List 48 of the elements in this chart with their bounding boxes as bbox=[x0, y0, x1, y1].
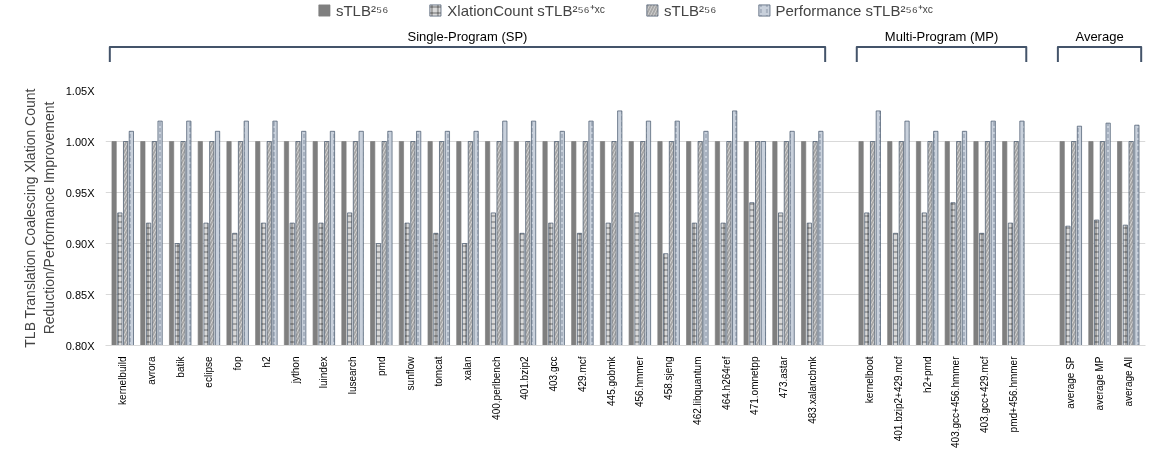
x-tick-label: 462.libquantum bbox=[691, 356, 703, 425]
y-tick-label: 0.80X bbox=[65, 339, 96, 352]
legend-label: XlationCount sTLB²⁵⁶⁺ˣᶜ bbox=[447, 1, 606, 20]
x-tick-label: average MP bbox=[1094, 356, 1106, 411]
x-tick-label: 429.mcf bbox=[576, 356, 588, 393]
x-tick-label: xalan bbox=[461, 356, 473, 381]
x-tick-label: luindex bbox=[318, 356, 330, 389]
y-tick-label: 1.00X bbox=[65, 135, 96, 148]
x-tick-label: 464.h264ref bbox=[720, 356, 732, 410]
x-tick-label: eclipse bbox=[203, 356, 215, 388]
x-tick-label: kernelbuild bbox=[117, 356, 129, 405]
x-tick-label: 403.gcc+429.mcf bbox=[979, 356, 991, 433]
legend-label: sTLB²⁵⁶ bbox=[335, 1, 389, 19]
y-tick-label: 1.05X bbox=[65, 84, 96, 97]
x-tick-label: sunflow bbox=[404, 355, 416, 391]
x-tick-label: 403.gcc+456.hmmer bbox=[950, 355, 962, 448]
x-tick-label: 401.bzip2 bbox=[519, 356, 531, 400]
x-tick-label: average SP bbox=[1065, 356, 1077, 409]
y-tick-label: 0.85X bbox=[65, 288, 96, 301]
x-tick-label: 471.omnetpp bbox=[749, 356, 761, 415]
x-tick-label: kernelboot bbox=[864, 356, 876, 404]
x-tick-label: 445.gobmk bbox=[605, 355, 617, 406]
x-tick-label: h2 bbox=[260, 356, 272, 368]
x-tick-label: average All bbox=[1122, 357, 1134, 407]
legend-label: Performance sTLB²⁵⁶⁺ˣᶜ bbox=[775, 1, 934, 20]
x-tick-label: fop bbox=[232, 356, 244, 371]
x-tick-label: tomcat bbox=[433, 356, 445, 387]
x-tick-label: batik bbox=[174, 355, 186, 378]
x-tick-label: 401.bzip2+429.mcf bbox=[892, 356, 904, 442]
legend-label: sTLB²⁵⁶ bbox=[664, 1, 717, 19]
x-tick-label: h2+pmd bbox=[921, 356, 933, 393]
text: Average bbox=[1075, 29, 1124, 44]
y-axis-title: TLB Translation Coalescing Xlation Count Reduction/Performance Improvement bbox=[21, 88, 57, 348]
x-tick-label: 458.sjeng bbox=[663, 356, 675, 400]
x-tick-label: avrora bbox=[145, 356, 157, 385]
x-tick-label: 483.xalancbmk bbox=[806, 355, 818, 424]
x-tick-label: lusearch bbox=[347, 356, 359, 395]
x-tick-label: jython bbox=[289, 356, 301, 385]
text: Single-Program (SP) bbox=[407, 29, 528, 44]
x-tick-label: 403.gcc bbox=[548, 356, 560, 392]
x-tick-label: pmd bbox=[375, 356, 387, 376]
x-tick-label: 400.perlbench bbox=[490, 356, 502, 420]
y-tick-label: 0.95X bbox=[65, 186, 96, 199]
text: Multi-Program (MP) bbox=[884, 29, 999, 44]
y-tick-label: 0.90X bbox=[65, 237, 96, 250]
x-tick-label: 473.astar bbox=[778, 355, 790, 399]
x-tick-label: pmd+456.hmmer bbox=[1007, 355, 1019, 433]
x-tick-label: 456.hmmer bbox=[634, 355, 646, 408]
